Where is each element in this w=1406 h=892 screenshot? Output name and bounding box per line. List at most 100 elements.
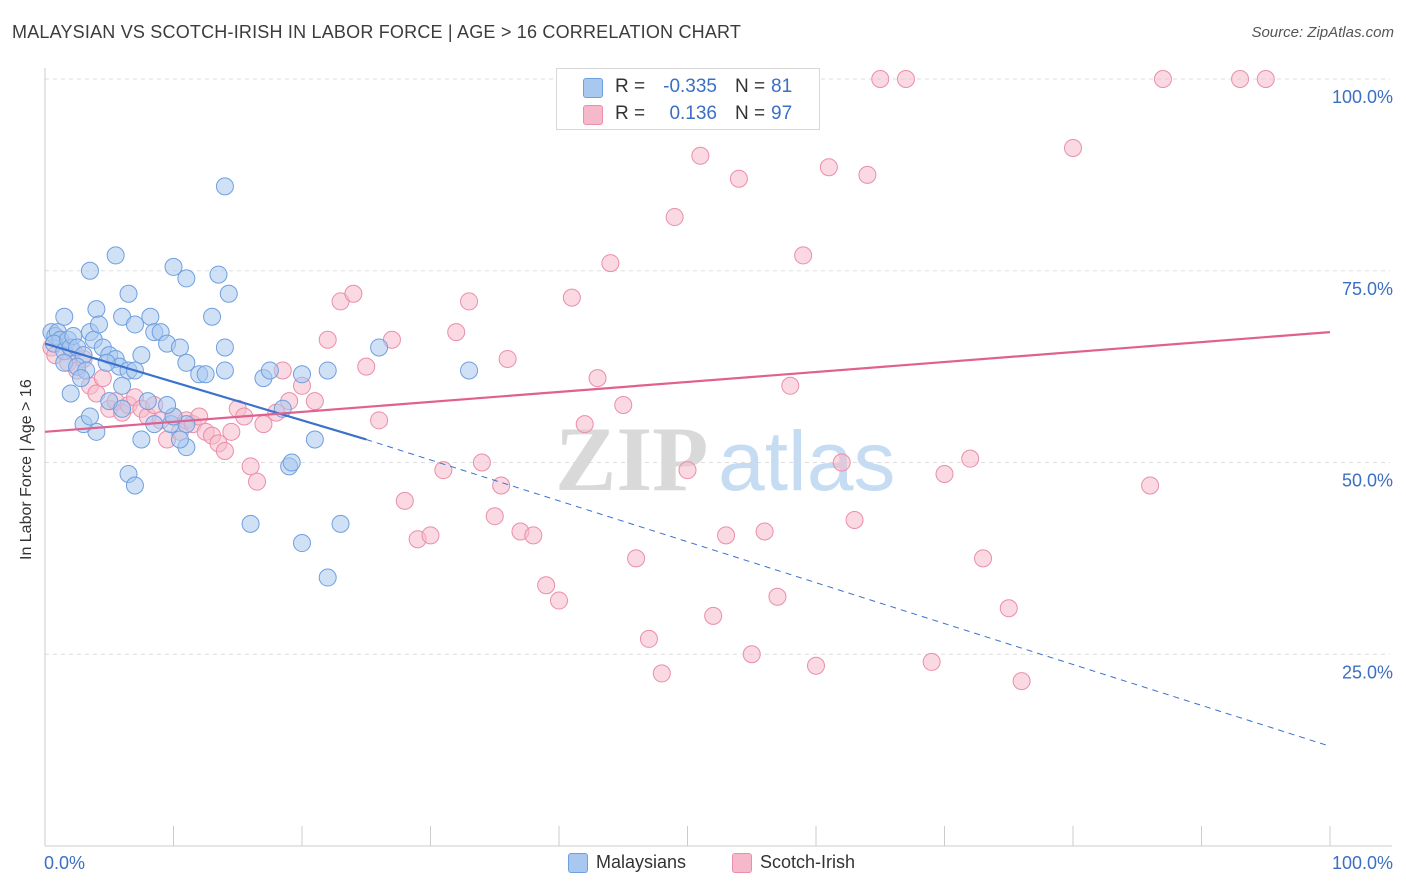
scotch-irish-point	[562, 288, 581, 307]
scotch-irish-point	[652, 664, 671, 683]
scotch-irish-point	[485, 507, 504, 526]
malaysians-point	[305, 430, 324, 449]
y-tick-label: 50.0%	[1342, 471, 1393, 491]
malaysians-point	[71, 369, 90, 388]
malaysians-point	[80, 261, 99, 280]
scotch-irish-point	[974, 549, 993, 568]
malaysians-swatch	[583, 78, 603, 98]
scotch-irish-point	[794, 246, 813, 265]
scotch-irish-point	[241, 457, 260, 476]
r-value: 0.136	[669, 103, 717, 124]
scotch-irish-point	[1231, 70, 1250, 88]
malaysians-point	[177, 269, 196, 288]
scotch-irish-point	[627, 549, 646, 568]
scotch-irish-point	[807, 656, 825, 675]
malaysians-point	[138, 392, 157, 411]
trend-lines	[44, 331, 1331, 747]
malaysians-point	[87, 300, 106, 319]
scotch-irish-point	[498, 349, 517, 368]
n-label: N =	[735, 103, 766, 124]
scotch-irish-point	[717, 526, 736, 545]
scotch-irish-point	[1141, 476, 1160, 495]
scotch-irish-point	[575, 415, 594, 434]
malaysians-point	[55, 307, 74, 326]
y-tick-label: 100.0%	[1332, 87, 1393, 107]
x-tick-label-start: 0.0%	[44, 853, 85, 873]
legend-row-scotch-irish: R = 0.136 N = 97	[557, 101, 821, 127]
malaysians-point	[141, 307, 160, 326]
scotch-irish-point	[305, 392, 324, 411]
n-value: 81	[771, 76, 793, 97]
malaysians-point	[80, 407, 99, 426]
legend-item-malaysians[interactable]: Malaysians	[568, 852, 686, 873]
malaysians-point	[318, 361, 337, 380]
scotch-irish-point	[999, 599, 1018, 618]
scotch-irish-point	[1064, 139, 1082, 158]
scotch-irish-point	[215, 441, 234, 460]
r-label: R =	[615, 103, 646, 124]
scotch-irish-point	[639, 629, 658, 648]
source-credit: Source: ZipAtlas.com	[1251, 24, 1394, 41]
malaysians-point	[61, 384, 80, 403]
malaysians-point	[260, 361, 279, 380]
malaysians-point	[177, 353, 196, 372]
watermark: ZIP atlas	[555, 408, 895, 510]
scotch-irish-point	[691, 146, 710, 165]
scotch-irish-point	[896, 70, 915, 88]
scotch-irish-point	[729, 169, 748, 188]
r-label: R =	[615, 76, 646, 97]
y-tick-labels: 25.0% 50.0% 75.0% 100.0%	[1332, 87, 1393, 682]
x-tick-label-end: 100.0%	[1332, 853, 1393, 873]
scotch-irish-swatch	[583, 105, 603, 125]
scotch-irish-point	[550, 591, 568, 610]
malaysians-point	[209, 265, 228, 284]
scotch-irish-point	[871, 70, 890, 88]
scotch-irish-point	[601, 254, 620, 273]
malaysians-point	[331, 514, 350, 533]
scotch-irish-point	[781, 376, 800, 395]
scotch-irish-point	[222, 422, 241, 441]
scotch-irish-point	[434, 461, 453, 480]
malaysians-trend-extension	[366, 439, 1331, 747]
scotch-irish-point	[665, 208, 684, 227]
scotch-irish-point	[819, 158, 838, 177]
scotch-irish-point	[248, 472, 267, 491]
malaysians-point	[158, 395, 177, 414]
scotch-irish-point	[755, 522, 774, 541]
malaysians-point	[132, 346, 151, 365]
r-value: -0.335	[663, 76, 717, 97]
malaysians-point	[219, 284, 238, 303]
scotch-irish-trend-line	[44, 331, 1331, 433]
scotch-irish-point	[742, 645, 761, 664]
malaysians-point	[113, 399, 132, 418]
malaysians-point	[203, 307, 222, 326]
scotch-irish-point	[492, 476, 511, 495]
scotch-irish-point	[421, 526, 440, 545]
malaysians-point	[215, 361, 234, 380]
legend-item-scotch-irish[interactable]: Scotch-Irish	[732, 852, 855, 873]
malaysians-point	[241, 514, 260, 533]
watermark-atlas: atlas	[718, 414, 895, 508]
scotch-irish-point	[318, 330, 337, 349]
malaysians-trend-line	[44, 342, 367, 441]
scotch-irish-point	[370, 411, 389, 430]
scotch-irish-point	[447, 323, 466, 342]
scotch-irish-point	[935, 465, 954, 484]
malaysians-point	[125, 476, 144, 495]
y-tick-label: 25.0%	[1342, 662, 1393, 682]
malaysians-point	[89, 315, 108, 334]
malaysians-point	[282, 453, 301, 472]
scotch-irish-point	[537, 576, 556, 595]
scotch-irish-point	[832, 453, 851, 472]
scotch-irish-point	[961, 449, 980, 468]
legend-label: Scotch-Irish	[760, 852, 856, 872]
series-legend: Malaysians Scotch-Irish	[0, 852, 1406, 876]
malaysians-point	[170, 338, 189, 357]
scotch-irish-point	[395, 491, 414, 510]
scotch-irish-point	[344, 284, 363, 303]
malaysians-point	[196, 365, 215, 384]
malaysians-point	[106, 246, 125, 265]
scotch-irish-point	[704, 606, 723, 625]
legend-label: Malaysians	[596, 852, 687, 872]
